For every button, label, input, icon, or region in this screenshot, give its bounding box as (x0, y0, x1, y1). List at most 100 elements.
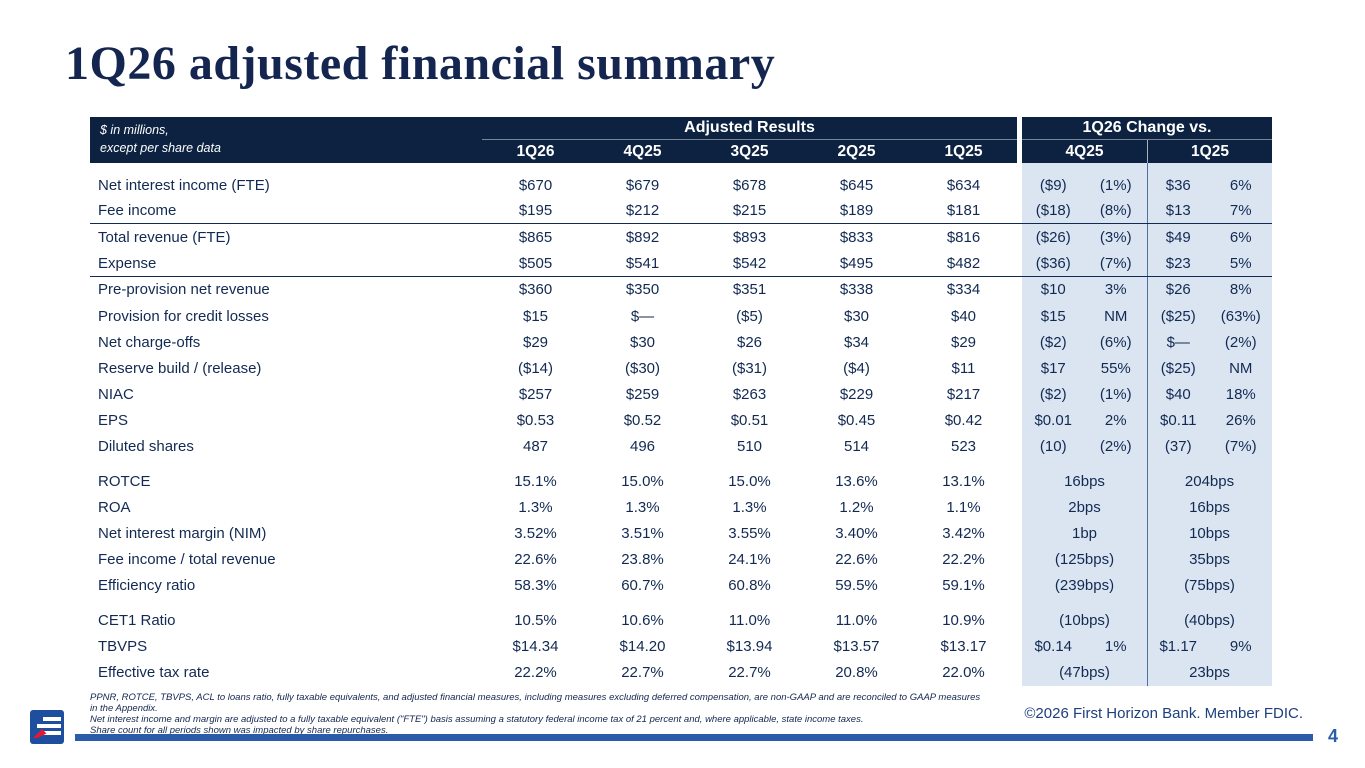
table-row: Pre-provision net revenue $360 $350 $351 $33… (90, 277, 1272, 303)
change-vs-1q25: 16bps (1147, 494, 1272, 520)
change-amount: $13 (1165, 202, 1191, 220)
period-value: 22.6% (514, 551, 557, 569)
row-label: Diluted shares (98, 438, 194, 456)
change-vs-4q25: ($18) (8%) (1022, 198, 1147, 223)
period-value: $645 (839, 176, 874, 194)
period-value: 15.0% (728, 472, 771, 490)
change-vs-1q25: (37) (7%) (1147, 434, 1272, 460)
change-section: 1Q26 Change vs. 4Q25 1Q25 (1022, 117, 1272, 163)
change-vs-1q25: $1.17 9% (1147, 633, 1272, 659)
period-value: $29 (950, 333, 977, 351)
change-amount: ($9) (1039, 176, 1067, 194)
period-value: $217 (946, 386, 981, 404)
period-value: 3.52% (514, 525, 557, 543)
change-amount: $40 (1165, 386, 1191, 404)
period-value: $865 (518, 228, 553, 246)
period-value: $0.45 (837, 412, 876, 430)
period-value: $15 (522, 307, 549, 325)
period-value: 59.1% (942, 577, 985, 595)
change-vs-1q25: $— (2%) (1147, 329, 1272, 355)
change-vs-4q25: ($2) (1%) (1022, 382, 1147, 408)
change-amount: $10 (1040, 281, 1066, 299)
period-value: $541 (625, 254, 660, 272)
period-value: $11 (951, 359, 976, 377)
change-amount: $0.11 (1160, 412, 1197, 430)
change-vs-4q25: (10bps) (1022, 607, 1147, 633)
table-row: Expense $505 $541 $542 $495 $482 ($36) (7%) $23 5… (90, 251, 1272, 277)
change-vs-1q25: (75bps) (1147, 573, 1272, 599)
period-value: $833 (839, 228, 874, 246)
column-header-4q25: 4Q25 (623, 142, 662, 160)
period-value: 10.5% (514, 611, 557, 629)
change-single-value: (125bps) (1054, 551, 1115, 569)
period-value: 13.1% (942, 472, 985, 490)
period-value: $257 (518, 386, 553, 404)
period-value: 59.5% (835, 577, 878, 595)
period-value: 1.3% (732, 498, 767, 516)
change-vs-4q25: $10 3% (1022, 277, 1147, 303)
period-value: 11.0% (728, 611, 771, 629)
change-vs-1q25: 23bps (1147, 659, 1272, 685)
units-note: $ in millions, except per share data (90, 117, 482, 163)
page-number: 4 (1327, 726, 1338, 746)
period-value: $670 (518, 176, 553, 194)
row-label: TBVPS (98, 637, 148, 655)
period-value: $263 (732, 386, 767, 404)
change-amount: ($25) (1160, 307, 1196, 325)
change-amount: $0.14 (1034, 637, 1073, 655)
change-single-value: 35bps (1189, 551, 1230, 569)
table-row: TBVPS $14.34 $14.20 $13.94 $13.57 $13.17 $0.14… (90, 633, 1272, 659)
change-amount: $49 (1165, 228, 1191, 246)
period-value: ($30) (624, 359, 661, 377)
change-vs-4q25: ($36) (7%) (1022, 251, 1147, 276)
period-value: $495 (839, 254, 874, 272)
change-vs-1q25: ($25) NM (1147, 355, 1272, 381)
period-value: $334 (946, 281, 981, 299)
period-value: 58.3% (514, 577, 557, 595)
period-value: 3.40% (835, 525, 878, 543)
change-vs-4q25: $0.01 2% (1022, 408, 1147, 434)
units-note-line1: $ in millions, (100, 123, 169, 137)
row-label: Net interest income (FTE) (98, 176, 270, 194)
change-percent: (3%) (1099, 228, 1132, 246)
change-single-value: 2bps (1068, 498, 1101, 516)
row-label: Total revenue (FTE) (98, 228, 231, 246)
period-value: $360 (518, 281, 553, 299)
period-value: 20.8% (835, 663, 878, 681)
change-amount: ($18) (1035, 202, 1071, 220)
change-single-value: 16bps (1189, 498, 1230, 516)
period-value: $892 (625, 228, 660, 246)
change-amount: $15 (1040, 307, 1066, 325)
period-value: $13.17 (940, 637, 987, 655)
table-row: Effective tax rate 22.2% 22.7% 22.7% 20.8% 22… (90, 659, 1272, 685)
change-percent: (7%) (1224, 438, 1257, 456)
change-vs-1q25: $36 6% (1147, 172, 1272, 198)
period-value: 3.51% (621, 525, 664, 543)
period-value: $13.94 (726, 637, 773, 655)
change-single-value: (40bps) (1184, 611, 1235, 629)
change-percent: 6% (1229, 176, 1252, 194)
change-amount: $— (1166, 333, 1190, 351)
copyright-text: ©2026 First Horizon Bank. Member FDIC. (1024, 705, 1303, 722)
change-percent: 3% (1104, 281, 1127, 299)
period-value: 11.0% (835, 611, 878, 629)
table-row: Net interest income (FTE) $670 $679 $678 $64… (90, 172, 1272, 198)
change-percent: 7% (1229, 202, 1252, 220)
period-value: $26 (736, 333, 763, 351)
row-label: NIAC (98, 386, 134, 404)
period-value: 13.6% (835, 472, 878, 490)
period-value: 1.1% (946, 498, 981, 516)
change-percent: 6% (1229, 228, 1252, 246)
period-value: $30 (843, 307, 870, 325)
change-vs-1q25: ($25) (63%) (1147, 303, 1272, 329)
row-label: Fee income (98, 202, 177, 220)
change-vs-1q25: $40 18% (1147, 382, 1272, 408)
period-value: $— (630, 307, 655, 325)
period-value: $215 (732, 202, 767, 220)
period-value: $13.57 (833, 637, 880, 655)
column-header-1q26: 1Q26 (516, 142, 555, 160)
period-value: 22.2% (514, 663, 557, 681)
table-row: Provision for credit losses $15 $— ($5) $30 $… (90, 303, 1272, 329)
period-value: $14.34 (512, 637, 559, 655)
